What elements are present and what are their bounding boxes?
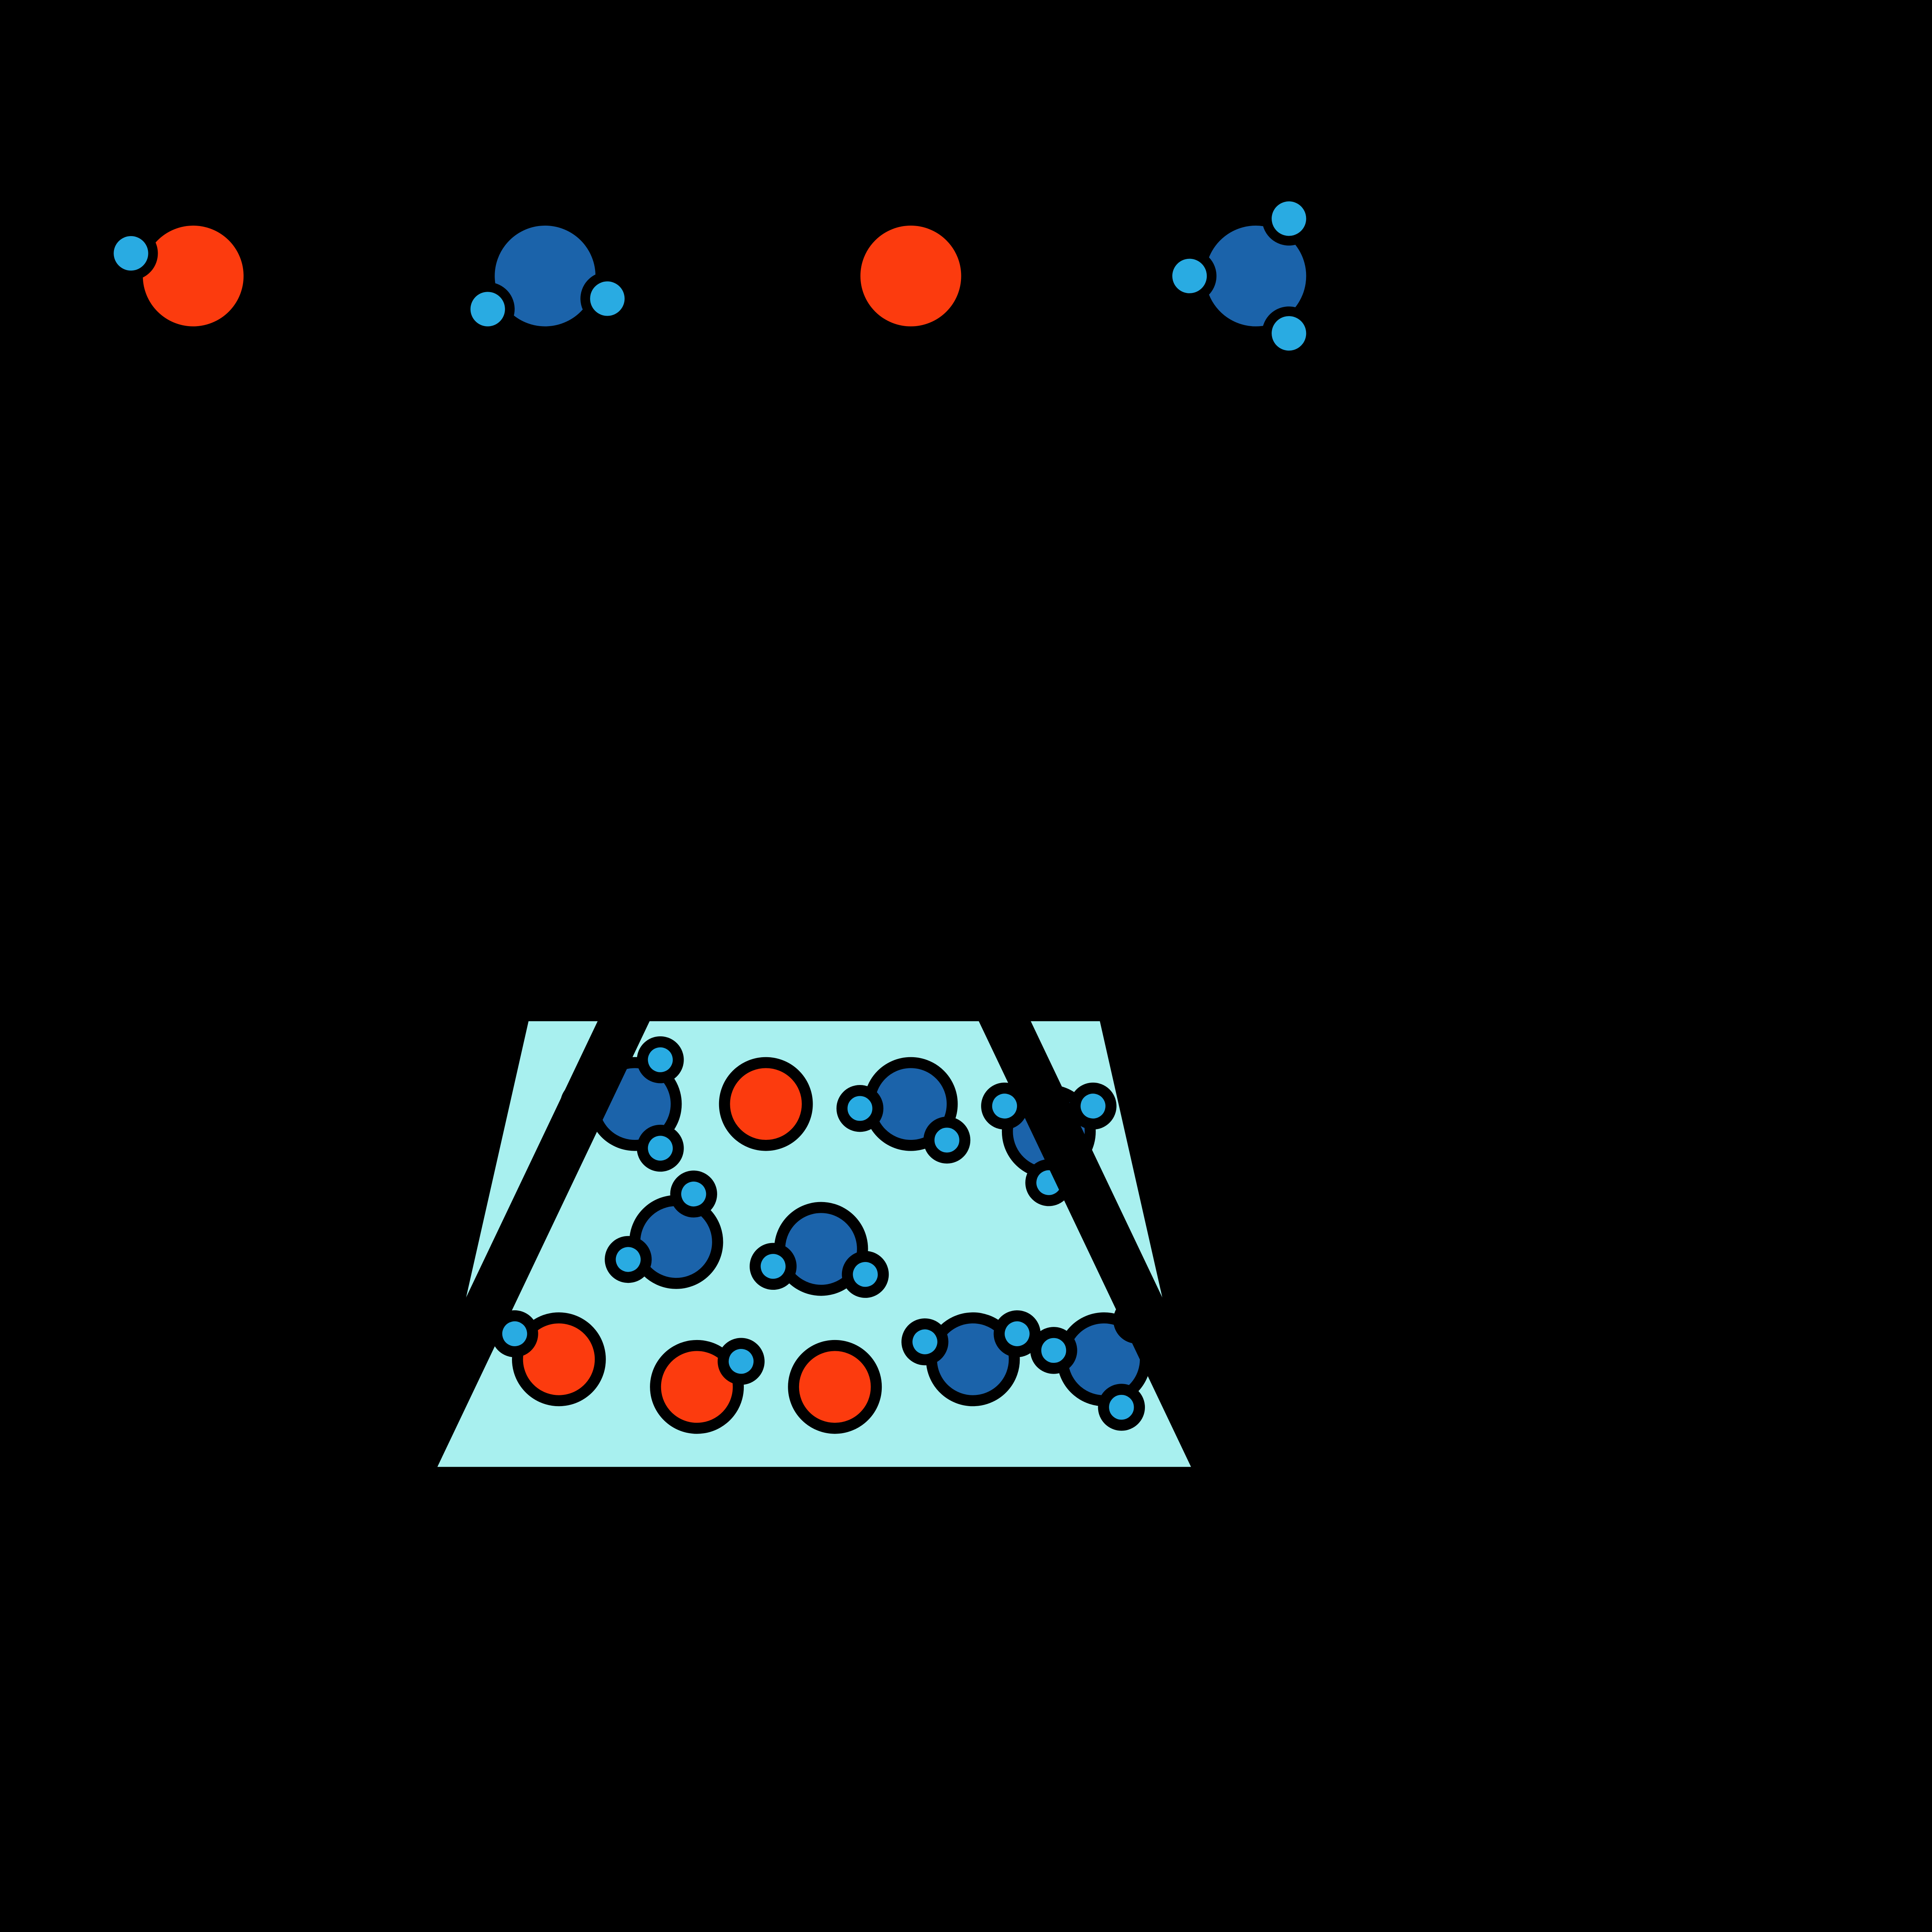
plus-operator-2: + <box>1061 221 1119 332</box>
equation-row: + → + <box>91 160 1369 375</box>
reactant-1-molecule <box>91 194 264 347</box>
product-2-molecule <box>1160 160 1369 364</box>
reactant-2-molecule <box>459 202 647 375</box>
flask-particle-8 <box>794 1345 876 1428</box>
product-1-molecule <box>855 221 966 331</box>
erlenmeyer-flask <box>400 538 1228 1490</box>
plus-operator-1: + <box>364 221 422 332</box>
reaction-arrow: → <box>668 221 767 332</box>
flask-particle-1 <box>724 1063 807 1145</box>
diagram-canvas: + → + <box>0 0 1932 1615</box>
